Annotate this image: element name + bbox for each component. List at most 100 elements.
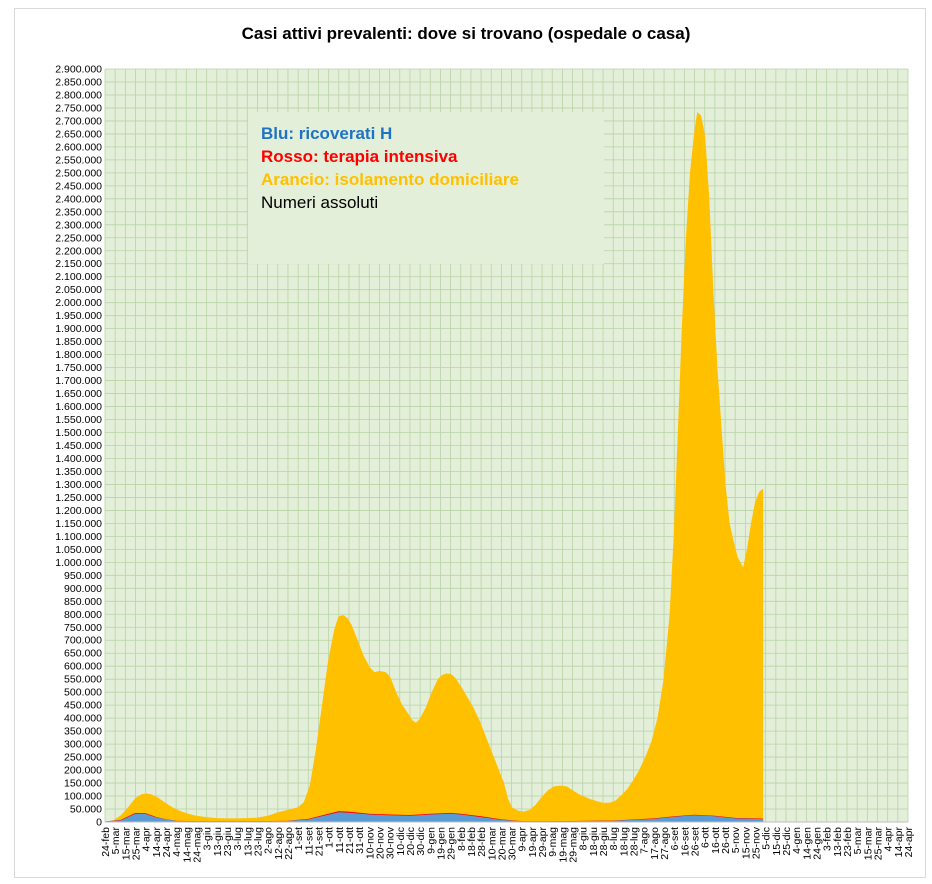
y-tick-label: 1.200.000: [55, 505, 102, 517]
x-tick-label: 20-mar: [496, 827, 508, 861]
x-tick-label: 15-dic: [771, 827, 783, 856]
y-tick-label: 700.000: [64, 635, 102, 647]
y-tick-label: 550.000: [64, 674, 102, 686]
x-tick-label: 27-ago: [659, 827, 671, 860]
x-tick-label: 6-ott: [700, 827, 712, 848]
x-tick-label: 24-feb: [100, 827, 112, 857]
legend-item-terapia-intensiva: Rosso: terapia intensiva: [261, 147, 458, 166]
x-tick-label: 11-ott: [334, 827, 346, 853]
x-tick-label: 3-feb: [822, 827, 834, 851]
y-tick-label: 2.100.000: [55, 271, 102, 283]
y-tick-label: 1.900.000: [55, 323, 102, 335]
x-tick-label: 19-gen: [435, 827, 447, 860]
y-tick-label: 50.000: [70, 804, 102, 816]
series-ricoverati-h: [104, 812, 764, 823]
x-tick-label: 4-apr: [883, 827, 895, 852]
y-tick-label: 2.450.000: [55, 180, 102, 192]
x-tick-label: 2-ago: [263, 827, 275, 854]
y-tick-label: 300.000: [64, 739, 102, 751]
y-tick-label: 1.150.000: [55, 518, 102, 530]
y-tick-label: 1.800.000: [55, 349, 102, 361]
y-tick-label: 100.000: [64, 791, 102, 803]
x-tick-label: 10-nov: [364, 826, 376, 859]
x-tick-label: 28-feb: [476, 827, 488, 857]
y-tick-label: 2.550.000: [55, 154, 102, 166]
y-tick-label: 1.450.000: [55, 440, 102, 452]
x-tick-label: 29-mag: [568, 827, 580, 863]
x-tick-label: 28-giu: [598, 827, 610, 856]
x-tick-label: 9-apr: [517, 827, 529, 852]
x-tick-label: 4-mag: [171, 827, 183, 857]
legend-item-numeri-assoluti: Numeri assoluti: [261, 193, 379, 212]
x-tick-label: 21-set: [314, 827, 326, 856]
x-tick-label: 18-lug: [618, 827, 630, 856]
y-tick-label: 1.350.000: [55, 466, 102, 478]
x-tick-label: 29-apr: [537, 827, 549, 858]
x-tick-label: 6-set: [669, 827, 681, 850]
y-tick-label: 1.300.000: [55, 479, 102, 491]
x-tick-label: 31-ott: [354, 827, 366, 854]
x-tick-label: 21-ott: [344, 827, 356, 854]
y-tick-label: 2.300.000: [55, 219, 102, 231]
x-tick-label: 25-nov: [751, 826, 763, 859]
y-tick-label: 1.650.000: [55, 388, 102, 400]
x-tick-label: 15-mar: [862, 827, 874, 861]
x-tick-label: 30-mar: [507, 827, 519, 861]
x-tick-label: 22-ago: [283, 827, 295, 860]
y-tick-label: 850.000: [64, 596, 102, 608]
x-tick-label: 4-apr: [141, 827, 153, 852]
y-tick-label: 1.500.000: [55, 427, 102, 439]
y-tick-label: 1.700.000: [55, 375, 102, 387]
x-tick-label: 17-ago: [649, 827, 661, 860]
y-tick-label: 1.550.000: [55, 414, 102, 426]
x-tick-label: 5-nov: [730, 826, 742, 853]
x-tick-label: 19-apr: [527, 827, 539, 858]
x-tick-label: 26-ott: [720, 827, 732, 854]
y-tick-label: 2.750.000: [55, 102, 102, 114]
y-tick-label: 750.000: [64, 622, 102, 634]
y-tick-label: 1.050.000: [55, 544, 102, 556]
x-tick-label: 12-ago: [273, 827, 285, 860]
y-tick-label: 600.000: [64, 661, 102, 673]
legend-box: Blu: ricoverati H Rosso: terapia intensi…: [248, 112, 604, 264]
x-tick-label: 28-lug: [629, 827, 641, 856]
x-tick-label: 29-gen: [446, 827, 458, 860]
x-tick-label: 25-mar: [131, 827, 143, 861]
y-tick-label: 350.000: [64, 726, 102, 738]
x-tick-label: 4-gen: [791, 827, 803, 854]
y-tick-label: 500.000: [64, 687, 102, 699]
y-tick-label: 250.000: [64, 752, 102, 764]
y-tick-label: 2.500.000: [55, 167, 102, 179]
x-tick-label: 23-giu: [222, 827, 234, 856]
x-tick-label: 14-gen: [801, 827, 813, 860]
y-tick-label: 2.250.000: [55, 232, 102, 244]
x-tick-label: 11-set: [303, 827, 315, 855]
y-tick-label: 150.000: [64, 778, 102, 790]
x-tick-label: 13-feb: [832, 827, 844, 857]
x-tick-label: 24-mag: [192, 827, 204, 863]
x-tick-label: 19-mag: [557, 827, 569, 863]
x-tick-label: 18-giu: [588, 827, 600, 856]
y-tick-label: 1.400.000: [55, 453, 102, 465]
y-tick-label: 2.650.000: [55, 128, 102, 140]
legend-item-ricoverati: Blu: ricoverati H: [261, 124, 393, 143]
y-tick-label: 1.100.000: [55, 531, 102, 543]
x-tick-label: 9-gen: [425, 827, 437, 854]
x-tick-label: 3-lug: [232, 827, 244, 851]
legend-item-isolamento: Arancio: isolamento domiciliare: [261, 170, 519, 189]
x-tick-label: 20-nov: [374, 826, 386, 859]
y-tick-label: 1.750.000: [55, 362, 102, 374]
x-tick-label: 16-ott: [710, 827, 722, 854]
x-tick-label: 14-apr: [893, 827, 905, 858]
y-tick-label: 950.000: [64, 570, 102, 582]
x-tick-label: 15-nov: [740, 826, 752, 859]
y-tick-label: 2.900.000: [55, 64, 102, 76]
x-tick-label: 25-mar: [873, 827, 885, 861]
x-tick-label: 15-mar: [120, 827, 132, 861]
y-tick-label: 1.850.000: [55, 336, 102, 348]
y-tick-label: 450.000: [64, 700, 102, 712]
y-tick-label: 400.000: [64, 713, 102, 725]
x-tick-label: 23-feb: [842, 827, 854, 857]
y-tick-label: 2.050.000: [55, 284, 102, 296]
